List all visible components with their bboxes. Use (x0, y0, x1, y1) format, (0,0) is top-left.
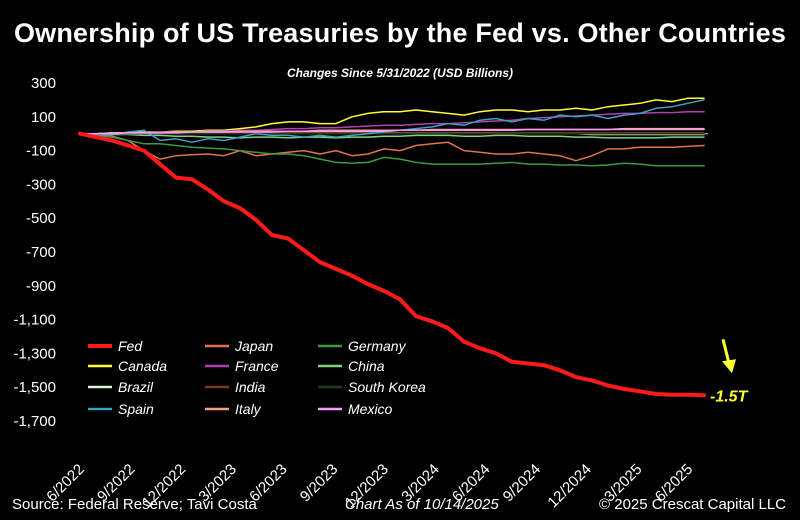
legend-label-india: India (235, 379, 266, 395)
legend-label-fed: Fed (118, 338, 143, 354)
legend-label-brazil: Brazil (118, 379, 154, 395)
x-tick-label: 12/2024 (544, 461, 594, 511)
y-tick-label: -500 (26, 210, 56, 227)
legend-label-canada: Canada (118, 358, 167, 374)
series-line-mexico (79, 127, 705, 135)
y-tick-label: -700 (26, 244, 56, 261)
source-note: Source: Federal Reserve; Tavi Costa (12, 496, 257, 513)
y-tick-label: -300 (26, 176, 56, 193)
y-tick-label: -1,700 (13, 413, 56, 430)
y-tick-label: 300 (31, 75, 56, 92)
legend-label-spain: Spain (118, 401, 154, 417)
x-tick-label: 9/2023 (297, 461, 341, 505)
series-line-canada (79, 97, 705, 135)
chart-title: Ownership of US Treasuries by the Fed vs… (13, 18, 787, 48)
as-of-note: Chart As of 10/14/2025 (345, 496, 499, 513)
chart-subtitle: Changes Since 5/31/2022 (USD Billions) (286, 66, 514, 80)
legend-label-mexico: Mexico (348, 401, 393, 417)
legend-label-italy: Italy (235, 401, 262, 417)
y-tick-label: 100 (31, 109, 56, 126)
annotation-arrow-shaft (721, 338, 731, 364)
legend-label-china: China (348, 358, 385, 374)
legend-label-france: France (235, 358, 279, 374)
y-tick-label: -900 (26, 278, 56, 295)
legend-label-south-korea: South Korea (348, 379, 426, 395)
series-line-fed (78, 131, 706, 398)
y-tick-label: -1,100 (13, 312, 56, 329)
series-line-japan (79, 132, 705, 162)
y-tick-label: -1,300 (13, 345, 56, 362)
y-tick-label: -100 (26, 143, 56, 160)
annotation-label: -1.5T (710, 388, 749, 405)
series-line-germany (79, 132, 705, 167)
annotation-arrow-head (722, 359, 736, 374)
y-tick-label: -1,500 (13, 379, 56, 396)
x-tick-label: 9/2024 (500, 461, 544, 505)
series-line-china (79, 132, 705, 139)
copyright-note: © 2025 Crescat Capital LLC (599, 496, 786, 513)
legend-label-japan: Japan (234, 338, 273, 354)
legend-label-germany: Germany (348, 338, 407, 354)
